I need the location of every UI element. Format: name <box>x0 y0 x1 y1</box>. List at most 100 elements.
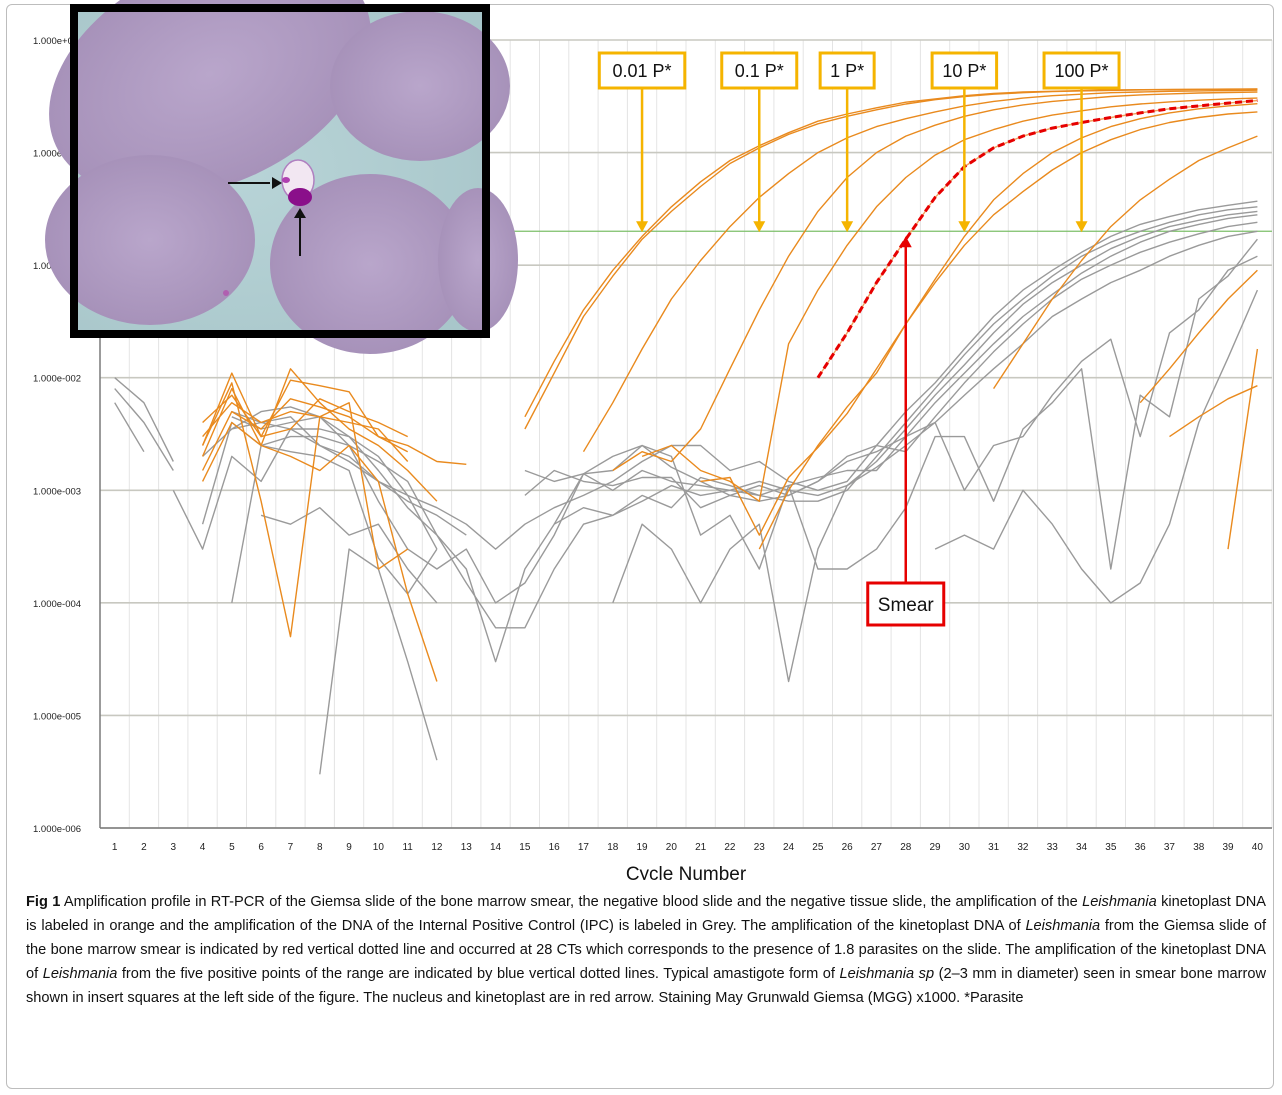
kinetoplast-amplification-curve <box>201 88 1258 502</box>
annotation-label: 1 P* <box>830 61 864 81</box>
red-blood-cell <box>45 155 255 325</box>
x-tick-label: 4 <box>200 842 206 853</box>
annotation-label: 0.01 P* <box>613 61 672 81</box>
x-tick-label: 20 <box>666 842 678 853</box>
smear-box <box>866 581 946 627</box>
red-blood-cell <box>330 11 510 161</box>
x-tick-label: 14 <box>490 842 502 853</box>
annotation-arrow-head <box>958 221 971 233</box>
x-tick-label: 1 <box>112 842 118 853</box>
kinetoplast-amplification-curve-group <box>201 91 1258 472</box>
ipc-amplification-curve <box>231 230 1258 550</box>
y-tick-label: 1.000e+001 <box>33 36 83 47</box>
kinetoplast-amplification-curve <box>201 91 1258 472</box>
ipc-amplification-curve-group <box>114 200 1258 550</box>
inset-border <box>70 4 490 338</box>
caption-text-5: (2–3 mm in diameter) seen in smear bone … <box>26 966 1266 1006</box>
ipc-amplification-curve-group <box>202 221 1258 536</box>
y-tick-label: 1.000e-004 <box>33 599 81 610</box>
x-tick-label: 37 <box>1164 842 1176 853</box>
x-tick-label: 23 <box>754 842 766 853</box>
x-axis-title: Cycle Number <box>626 864 747 880</box>
annotation-label: 10 P* <box>942 61 986 81</box>
annotation-arrow-head <box>636 221 649 233</box>
x-tick-label: 27 <box>871 842 883 853</box>
ipc-amplification-curve <box>202 221 1258 536</box>
annotation-label: 0.1 P* <box>735 61 784 81</box>
y-tick-label: 1.000e-002 <box>33 374 81 385</box>
caption-text-3: from the Giemsa slide of the bone marrow… <box>26 918 1267 982</box>
x-tick-label: 24 <box>783 842 795 853</box>
kinetoplast-amplification-curve <box>1169 385 1258 438</box>
x-tick-label: 15 <box>519 842 531 853</box>
caption-text-2: kinetoplast DNA is labeled in orange and… <box>26 894 1267 934</box>
annotation-callout: 10 P* <box>930 51 999 233</box>
kinetoplast-amplification-curve-group <box>201 88 1258 502</box>
x-tick-label: 10 <box>373 842 385 853</box>
annotation-callout: 1 P* <box>818 51 876 233</box>
kinetoplast-amplification-curve-group <box>1139 269 1258 404</box>
inset-arrow-vertical-head <box>294 208 306 218</box>
annotation-arrow-head <box>1075 221 1088 233</box>
smear-amplification-curve-group <box>816 99 1258 379</box>
annotation-arrow-head <box>753 221 766 233</box>
y-tick-label: 1.000e-005 <box>33 711 81 722</box>
annotation-box <box>818 51 876 90</box>
inset-arrow-horizontal-head <box>272 177 282 189</box>
y-tick-label: 1.000e-006 <box>33 824 81 835</box>
x-tick-label: 21 <box>695 842 707 853</box>
x-tick-label: 25 <box>812 842 824 853</box>
annotation-box <box>930 51 999 90</box>
ipc-amplification-curve-group <box>172 214 1258 629</box>
red-blood-cell <box>438 188 518 332</box>
ipc-amplification-curve <box>172 214 1258 629</box>
x-tick-label: 39 <box>1222 842 1234 853</box>
x-tick-label: 29 <box>929 842 941 853</box>
x-tick-label: 32 <box>1017 842 1029 853</box>
x-tick-label: 9 <box>346 842 352 853</box>
annotation-callout: 100 P* <box>1042 51 1121 233</box>
kinetoplast-amplification-curve <box>201 111 1258 682</box>
kinetoplast-amplification-curve-group <box>201 111 1258 682</box>
caption-italic-4: Leishmania sp <box>839 966 935 982</box>
microscopy-inset <box>45 0 518 354</box>
kinetoplast-amplification-curve <box>1227 348 1259 550</box>
smear-amplification-curve <box>816 99 1258 379</box>
caption-prefix: Fig 1 <box>26 894 61 910</box>
red-blood-cell <box>49 0 371 197</box>
caption-italic-1: Leishmania <box>1082 894 1157 910</box>
caption-italic-2: Leishmania <box>1025 918 1101 934</box>
annotation-callout: 0.01 P* <box>597 51 687 233</box>
amastigote-nucleus <box>288 188 312 206</box>
ipc-amplification-curve-group <box>260 255 1258 683</box>
caption-italic-3: Leishmania <box>42 966 118 982</box>
smear-arrow-head <box>899 236 912 248</box>
annotation-box <box>1042 51 1121 90</box>
kinetoplast-amplification-curve-group <box>993 135 1258 389</box>
x-tick-label: 38 <box>1193 842 1205 853</box>
x-tick-label: 8 <box>317 842 323 853</box>
x-tick-label: 26 <box>842 842 854 853</box>
figure-frame <box>6 4 1274 1089</box>
annotation-box <box>720 51 799 90</box>
red-blood-cell <box>270 174 470 354</box>
figure-caption: Fig 1 Amplification profile in RT-PCR of… <box>26 890 1266 1010</box>
x-tick-label: 3 <box>170 842 176 853</box>
x-tick-label: 34 <box>1076 842 1088 853</box>
x-tick-label: 22 <box>724 842 736 853</box>
kinetoplast-amplification-curve-group <box>201 103 1258 638</box>
smear-callout: Smear <box>866 236 946 627</box>
x-tick-label: 40 <box>1252 842 1264 853</box>
x-tick-label: 36 <box>1135 842 1147 853</box>
x-tick-label: 30 <box>959 842 971 853</box>
kinetoplast-amplification-curve <box>201 103 1258 638</box>
x-tick-label: 12 <box>431 842 443 853</box>
x-tick-label: 33 <box>1047 842 1059 853</box>
ipc-amplification-curve <box>260 255 1258 683</box>
x-tick-label: 2 <box>141 842 147 853</box>
annotation-callout: 0.1 P* <box>720 51 799 233</box>
kinetoplast-amplification-curve-group <box>1169 385 1258 438</box>
amastigote-kinetoplast <box>282 177 290 183</box>
y-tick-label: 1.000e-003 <box>33 486 81 497</box>
